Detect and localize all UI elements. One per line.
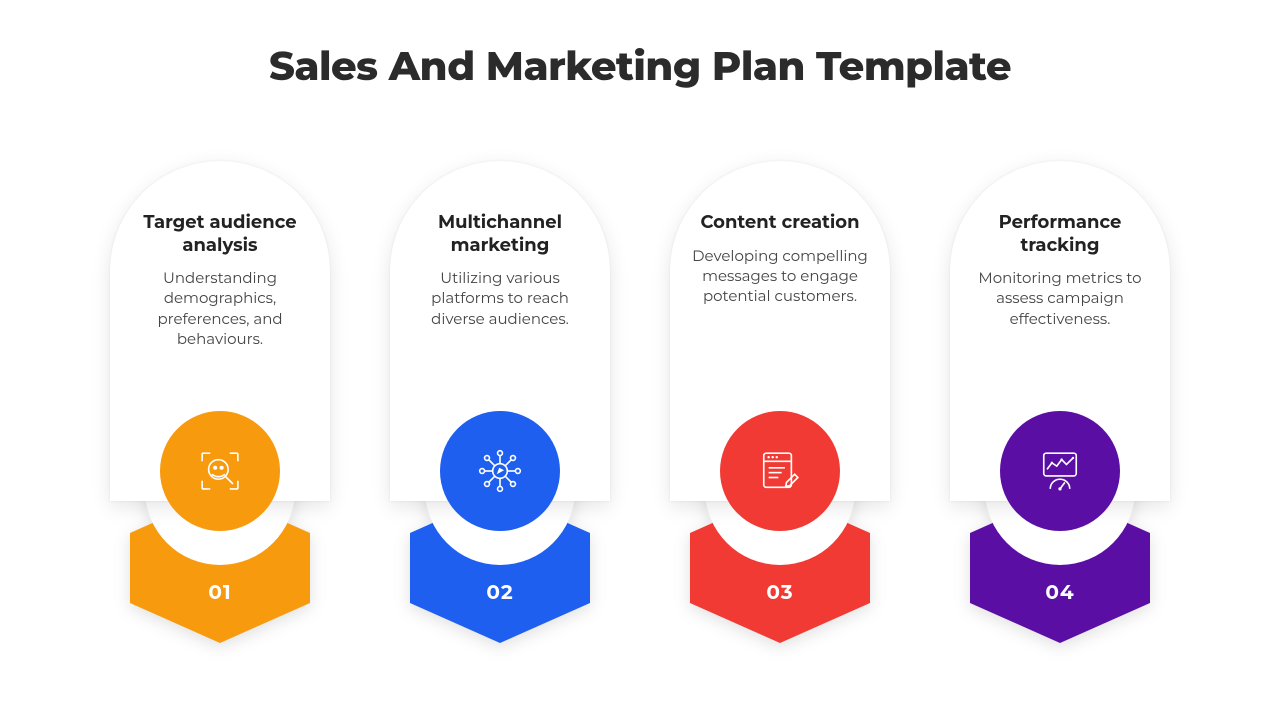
audience-search-icon xyxy=(194,445,246,497)
cards-row: Target audience analysis Understanding d… xyxy=(0,161,1280,633)
card-multichannel: Multichannel marketing Utilizing various… xyxy=(390,161,610,633)
card-description: Developing compelling messages to engage… xyxy=(692,246,868,307)
icon-circle xyxy=(720,411,840,531)
card-number: 01 xyxy=(130,581,310,605)
card-number: 02 xyxy=(410,581,590,605)
card-panel: Multichannel marketing Utilizing various… xyxy=(390,161,610,501)
icon-circle xyxy=(1000,411,1120,531)
card-panel: Content creation Developing compelling m… xyxy=(670,161,890,501)
card-description: Monitoring metrics to assess campaign ef… xyxy=(972,268,1148,329)
card-description: Utilizing various platforms to reach div… xyxy=(412,268,588,329)
card-title: Content creation xyxy=(692,211,868,234)
multichannel-icon xyxy=(474,445,526,497)
card-panel: Performance tracking Monitoring metrics … xyxy=(950,161,1170,501)
content-writing-icon xyxy=(754,445,806,497)
card-title: Multichannel marketing xyxy=(412,211,588,256)
page-title: Sales And Marketing Plan Template xyxy=(0,0,1280,91)
card-content-creation: Content creation Developing compelling m… xyxy=(670,161,890,633)
card-number: 04 xyxy=(970,581,1150,605)
card-panel: Target audience analysis Understanding d… xyxy=(110,161,330,501)
icon-circle xyxy=(440,411,560,531)
icon-circle xyxy=(160,411,280,531)
performance-dashboard-icon xyxy=(1034,445,1086,497)
card-performance-tracking: Performance tracking Monitoring metrics … xyxy=(950,161,1170,633)
card-number: 03 xyxy=(690,581,870,605)
card-description: Understanding demographics, preferences,… xyxy=(132,268,308,349)
card-target-audience: Target audience analysis Understanding d… xyxy=(110,161,330,633)
card-title: Performance tracking xyxy=(972,211,1148,256)
card-title: Target audience analysis xyxy=(132,211,308,256)
